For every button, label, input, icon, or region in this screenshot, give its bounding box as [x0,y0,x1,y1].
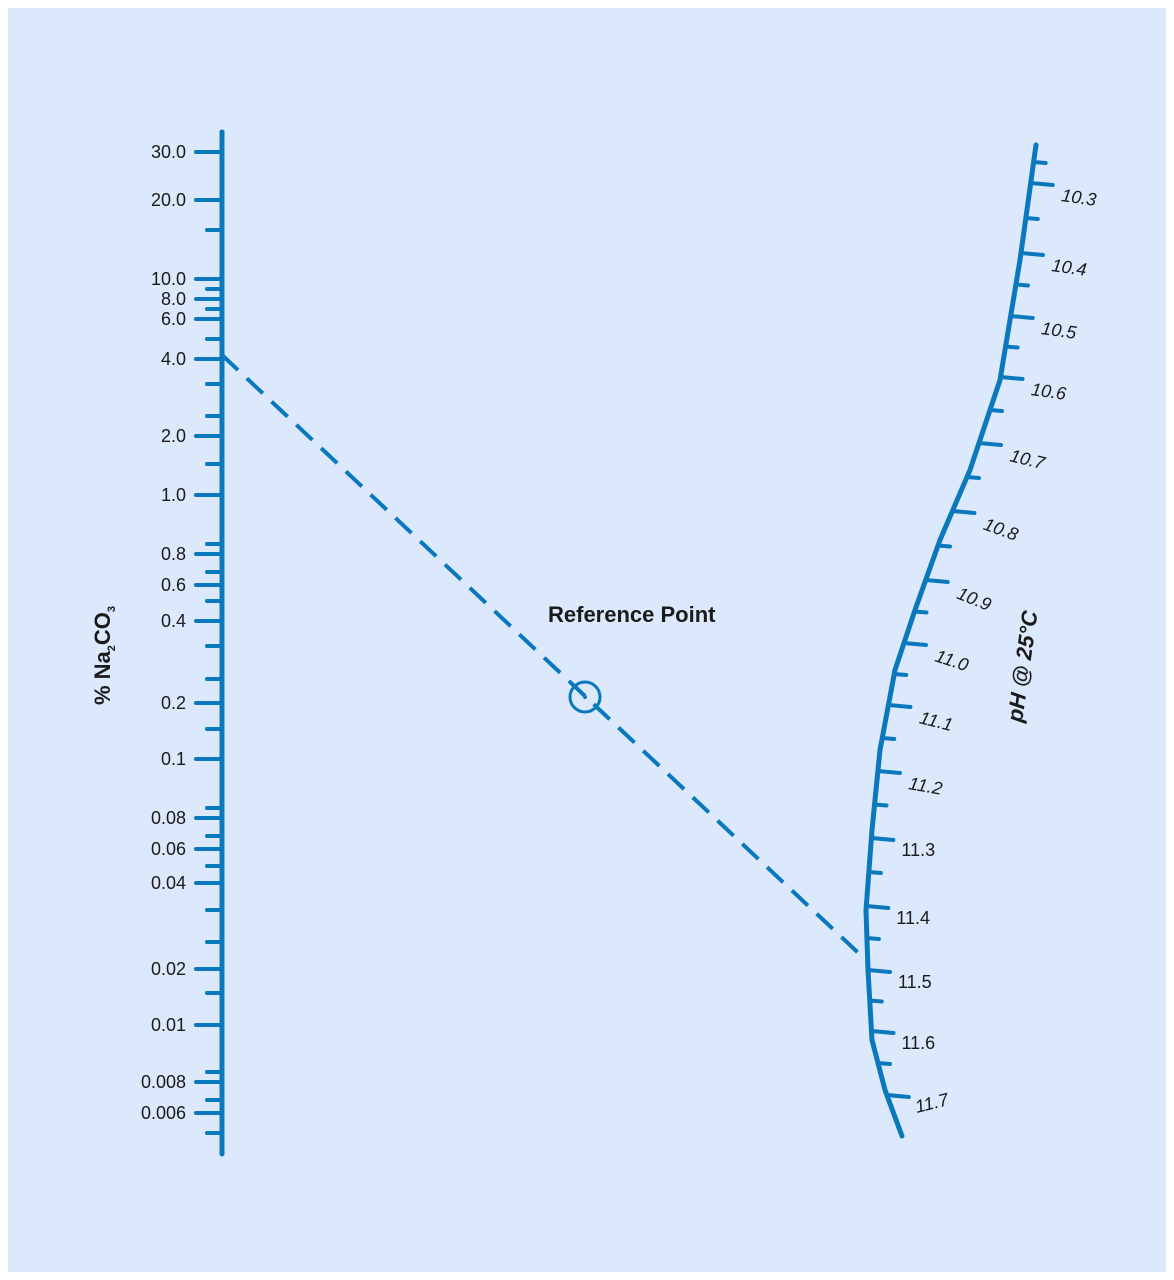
ph-tick-label: 10.6 [1030,379,1068,404]
ph-minor-tick [866,870,883,875]
ph-tick-label: 11.5 [898,972,932,992]
na2co3-tick-label: 0.08 [151,808,186,828]
na2co3-tick-label: 2.0 [161,426,186,446]
na2co3-tick-label: 0.01 [151,1015,186,1035]
na2co3-tick-label: 30.0 [151,142,186,162]
ph-tick [869,1029,896,1035]
ph-minor-tick [965,475,981,480]
ph-minor-tick [875,1061,892,1066]
ph-minor-tick [988,408,1004,413]
na2co3-tick-label: 0.1 [161,749,186,769]
na2co3-tick-label: 0.4 [161,611,186,631]
na2co3-axis-title: % Na2CO3 [90,606,118,705]
ph-axis-title: pH @ 25°C [1002,608,1043,725]
ph-tick [1028,181,1055,187]
ph-tick [869,836,896,842]
ph-tick [950,509,977,515]
ph-tick [866,968,892,974]
ph-tick-label: 10.7 [1008,445,1048,473]
na2co3-scale: 30.0 20.0 10.08.06.0 4.0 2.0 1.0 0.8 0.6 0.4 0.2 0… [141,129,225,1157]
ph-tick-label: 10.4 [1050,255,1087,280]
na2co3-tick-label: 0.06 [151,839,186,859]
na2co3-tick-label: 0.8 [161,544,186,564]
na2co3-tick-label: 20.0 [151,190,186,210]
ph-tick [875,769,902,775]
na2co3-tick-label: 8.0 [161,289,186,309]
ph-minor-tick [912,609,929,615]
ph-tick-label: 11.1 [917,707,955,735]
na2co3-tick-label: 0.008 [141,1072,186,1092]
ph-minor-tick [867,998,884,1004]
ph-minor-tick [1013,282,1030,288]
ph-tick-label: 11.0 [933,646,971,675]
ph-minor-tick [892,672,909,677]
example-line [220,353,870,964]
ph-minor-tick [1023,216,1040,221]
ph-minor-tick [880,736,897,741]
ph-tick-label: 11.2 [907,773,944,799]
ph-tick [864,904,891,910]
na2co3-tick-label: 10.0 [151,269,186,289]
na2co3-tick-label: 1.0 [161,485,186,505]
ph-tick-label: 10.3 [1060,185,1097,210]
ph-tick [884,1093,911,1099]
ph-tick-label: 11.7 [913,1089,951,1117]
na2co3-tick-label: 0.006 [141,1103,186,1123]
ph-tick-label: 10.5 [1040,318,1078,343]
ph-minor-tick [936,543,953,549]
ph-axis-curve [863,142,1039,1139]
ph-tick-label: 11.3 [901,840,935,860]
ph-tick [1018,251,1045,257]
ph-tick [998,375,1025,381]
ph-tick-label: 11.4 [896,908,930,928]
nomogram-panel [8,8,1166,1272]
ph-tick [902,641,928,647]
na2co3-tick-label: 4.0 [161,349,186,369]
na2co3-tick-label: 6.0 [161,309,186,329]
ph-minor-tick [1003,344,1020,350]
ph-minor-tick [864,936,881,941]
ph-scale: 10.3 10.4 10.5 10.6 10.7 10.8 10.9 11.0 11.1 11.2… [863,142,1098,1139]
ph-tick-label: 10.8 [981,514,1021,545]
na2co3-tick-label: 0.04 [151,873,186,893]
reference-point-label: Reference Point [548,602,716,627]
ph-tick-label: 10.9 [954,583,994,615]
ph-minor-tick [1031,160,1048,165]
na2co3-tick-label: 0.2 [161,693,186,713]
ph-tick [886,703,913,709]
ph-tick [977,441,1003,447]
ph-tick [1008,314,1035,320]
reference-point-marker [568,680,602,714]
na2co3-tick-label: 0.02 [151,959,186,979]
ph-tick-label: 11.6 [901,1033,935,1053]
reference-point-dot [583,695,587,699]
ph-tick [923,578,950,584]
na2co3-tick-label: 0.6 [161,575,186,595]
ph-minor-tick [872,802,889,808]
